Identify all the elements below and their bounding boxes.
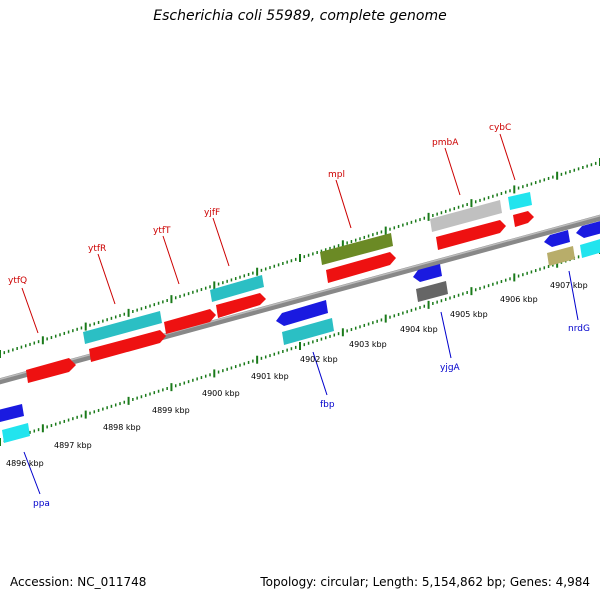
gene-label-ppa: ppa (33, 499, 50, 509)
accession-text: Accession: NC_011748 (10, 575, 147, 589)
reverse-tick-track (0, 246, 600, 446)
gene-label-mpl: mpl (328, 170, 345, 180)
forward-label-leaders (21, 133, 516, 334)
gene-arrow-pmbA[interactable] (436, 220, 506, 250)
gene-label-ytfR: ytfR (88, 244, 106, 254)
gene-arrow-fbp-b[interactable] (282, 318, 334, 345)
scale-label: 4898 kbp (103, 423, 141, 432)
scale-label: 4901 kbp (251, 372, 289, 381)
reverse-gene-labels: ppa fbp yjgA nrdG (33, 324, 590, 509)
scale-label: 4903 kbp (349, 340, 387, 349)
scale-labels: 4896 kbp 4897 kbp 4898 kbp 4899 kbp 4900… (6, 281, 588, 468)
gene-label-ytfQ: ytfQ (8, 276, 27, 286)
forward-genes (26, 192, 534, 383)
gene-label-pmbA: pmbA (432, 138, 459, 148)
forward-gene-labels: ytfQ ytfR ytfT yjfF mpl pmbA cybC (8, 123, 511, 286)
gene-arrow-yjgA[interactable] (413, 264, 442, 282)
genome-stats-text: Topology: circular; Length: 5,154,862 bp… (260, 575, 590, 589)
gene-arrow-ppa-b[interactable] (2, 423, 30, 443)
gene-label-yjfF: yjfF (204, 208, 220, 218)
scale-label: 4904 kbp (400, 325, 438, 334)
scale-label: 4899 kbp (152, 406, 190, 415)
gene-label-yjgA: yjgA (440, 363, 461, 373)
scale-label: 4896 kbp (6, 459, 44, 468)
gene-arrow-yjgA-b[interactable] (416, 281, 448, 302)
gene-arrow-cybC[interactable] (513, 211, 534, 227)
scale-label: 4897 kbp (54, 441, 92, 450)
gene-arrow[interactable] (580, 238, 600, 258)
gene-arrow-nrdG[interactable] (544, 230, 570, 247)
scale-label: 4900 kbp (202, 389, 240, 398)
gene-arrow[interactable] (576, 220, 600, 238)
scale-label: 4902 kbp (300, 355, 338, 364)
page-title: Escherichia coli 55989, complete genome (153, 8, 447, 24)
gene-arrow-ytfR-b[interactable] (83, 311, 162, 344)
gene-arrow-pmbA-b[interactable] (430, 200, 502, 232)
reverse-label-leaders (23, 270, 579, 495)
gene-label-cybC: cybC (489, 123, 511, 133)
gene-arrow-cybC-b[interactable] (508, 192, 532, 210)
scale-label: 4907 kbp (550, 281, 588, 290)
gene-arrow-ytfT[interactable] (164, 309, 216, 334)
gene-arrow-mpl-b[interactable] (320, 233, 393, 265)
gene-arrow-mpl[interactable] (326, 252, 396, 283)
reverse-genes (0, 220, 600, 443)
gene-arrow[interactable] (26, 358, 76, 383)
scale-label: 4906 kbp (500, 295, 538, 304)
gene-label-fbp: fbp (320, 400, 335, 410)
gene-arrow-ytfR[interactable] (89, 330, 166, 362)
gene-label-ytfT: ytfT (153, 226, 171, 236)
gene-arrow-yjfF[interactable] (216, 293, 266, 318)
gene-arrow-yjfF-b[interactable] (210, 275, 264, 302)
gene-arrow-fbp[interactable] (276, 300, 328, 326)
scale-label: 4905 kbp (450, 310, 488, 319)
gene-arrow-ppa[interactable] (0, 404, 24, 422)
gene-label-nrdG: nrdG (568, 324, 590, 334)
gene-arrow-nrdG-b[interactable] (547, 246, 575, 266)
